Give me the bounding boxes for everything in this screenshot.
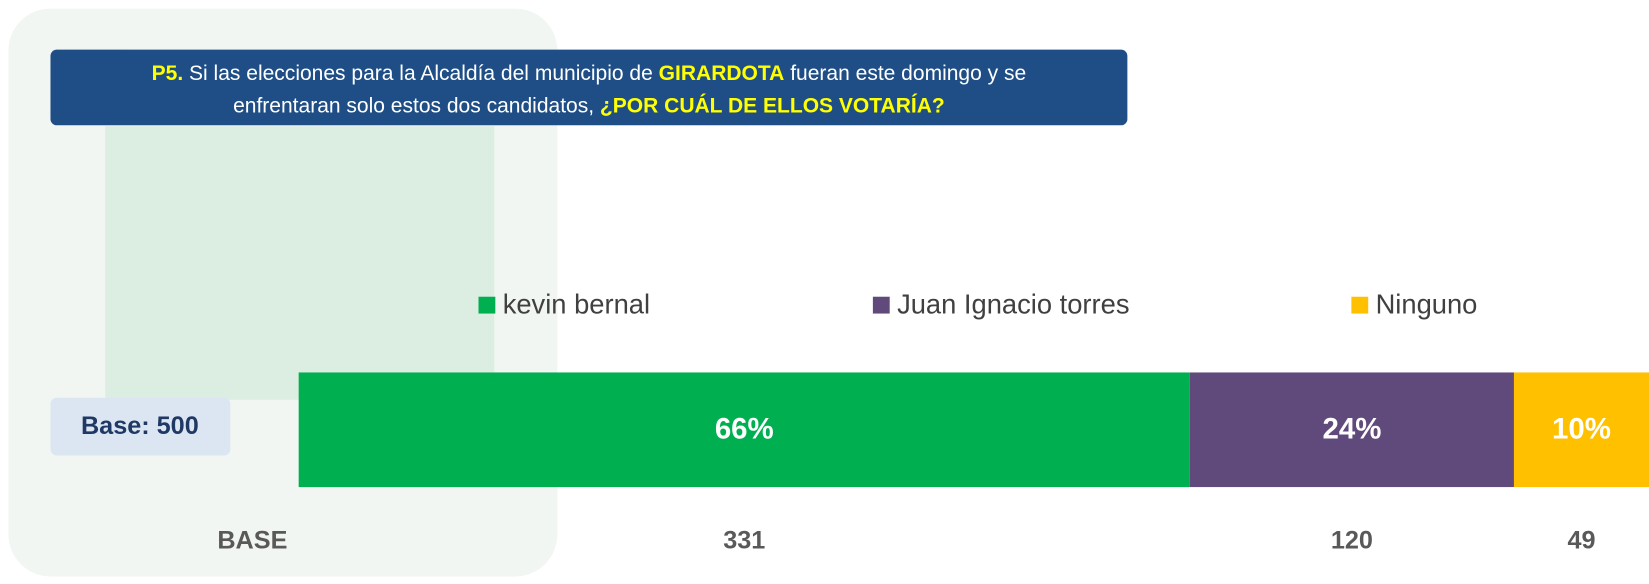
legend-label: Ninguno: [1376, 288, 1478, 319]
data-label: 66%: [715, 413, 774, 446]
legend-label: kevin bernal: [503, 288, 650, 319]
data-label: 24%: [1322, 413, 1381, 446]
question-text: GIRARDOTA: [659, 61, 785, 84]
question-line: enfrentaran solo estos dos candidatos, ¿…: [233, 94, 945, 117]
question-text: fueran este domingo y se: [784, 61, 1026, 84]
count: 120: [1331, 526, 1373, 554]
legend-swatch: [1351, 296, 1369, 314]
question-text: enfrentaran solo estos dos candidatos,: [233, 94, 600, 117]
count: 49: [1567, 526, 1595, 554]
count-label: BASE: [217, 526, 287, 554]
bar-segment: [1513, 372, 1649, 488]
bar-segment: [298, 372, 1190, 488]
legend-label: Juan Ignacio torres: [897, 288, 1129, 319]
count: 331: [723, 526, 765, 554]
legend-swatch: [478, 296, 496, 314]
question-box: [50, 49, 1128, 126]
data-label: 10%: [1552, 413, 1611, 446]
question-text: ¿POR CUÁL DE ELLOS VOTARÍA?: [600, 94, 945, 117]
legend-swatch: [872, 296, 890, 314]
bar-segment: [1189, 372, 1514, 488]
base-note: Base: 500: [81, 412, 199, 440]
question-text: Si las elecciones para la Alcaldía del m…: [183, 61, 658, 84]
background-billboard: [105, 126, 495, 400]
question-line: P5. Si las elecciones para la Alcaldía d…: [152, 61, 1027, 84]
base-box: [50, 397, 231, 456]
question-text: P5.: [152, 61, 184, 84]
